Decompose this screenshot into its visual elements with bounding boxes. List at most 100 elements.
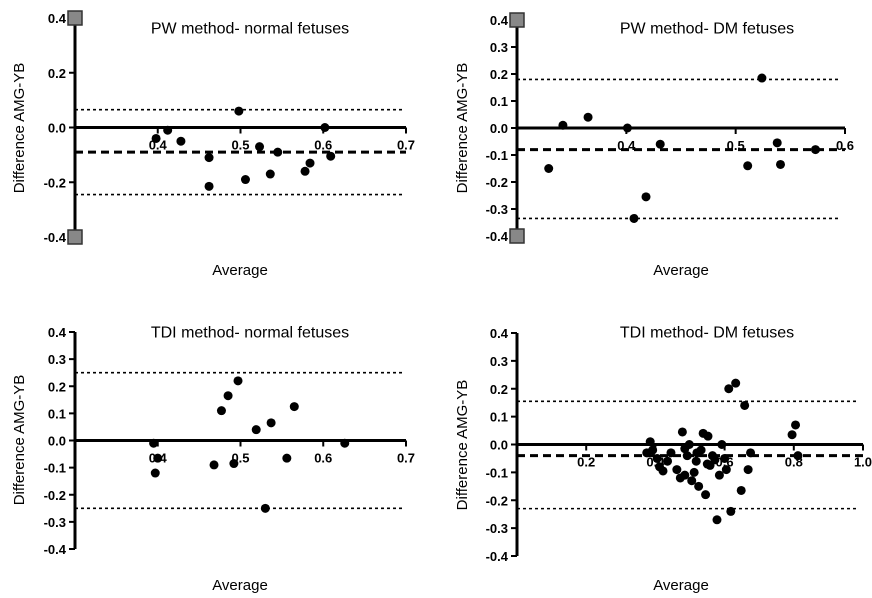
data-point [282, 453, 292, 463]
data-point [289, 402, 299, 412]
x-tick-label: 0.6 [836, 138, 854, 153]
data-point [787, 430, 797, 440]
y-tick-label: -0.4 [44, 230, 67, 245]
chart-title: PW method- normal fetuses [151, 20, 349, 37]
data-point [731, 378, 741, 388]
data-point [558, 120, 568, 130]
y-tick-label: 0.3 [490, 354, 508, 369]
data-point [300, 166, 310, 176]
y-tick-label: 0.4 [48, 325, 67, 340]
y-axis-label: Difference AMG-YB [11, 375, 28, 506]
panel-tdi-normal: TDI method- normal fetuses Average Differe… [11, 324, 415, 594]
y-tick-label: -0.3 [486, 202, 508, 217]
y-tick-label: 0.0 [48, 121, 66, 136]
y-tick-label: -0.2 [44, 488, 66, 503]
y-tick-label: -0.3 [486, 521, 508, 536]
data-point [150, 468, 160, 478]
y-tick-label: 0.4 [490, 13, 509, 28]
y-tick-label: -0.1 [44, 461, 66, 476]
data-point [682, 451, 692, 461]
y-tick-label: 0.3 [490, 40, 508, 55]
data-point [223, 391, 233, 401]
data-point [714, 470, 724, 480]
data-point [305, 158, 315, 168]
y-tick-label: 0.2 [490, 67, 508, 82]
data-point [265, 169, 275, 179]
data-point [680, 444, 690, 454]
y-tick-label: 0.0 [48, 434, 66, 449]
data-point [775, 159, 785, 169]
axis-end-marker-bottom [509, 228, 525, 244]
y-tick-label: -0.2 [486, 493, 508, 508]
data-point [743, 161, 753, 171]
y-axis-label: Difference AMG-YB [454, 380, 471, 511]
y-tick-label: 0.2 [48, 66, 66, 81]
data-point [240, 175, 250, 185]
data-point [702, 459, 712, 469]
y-tick-label: -0.3 [44, 515, 66, 530]
x-axis-label: Average [653, 262, 709, 279]
data-point [320, 123, 330, 132]
y-axis-label: Difference AMG-YB [11, 63, 28, 194]
y-tick-label: 0.1 [490, 410, 508, 425]
x-axis-label: Average [212, 577, 268, 594]
data-point [721, 465, 731, 475]
data-point [710, 455, 720, 465]
data-point [672, 465, 682, 475]
y-tick-label: 0.1 [490, 94, 508, 109]
y-tick-label: 0.2 [490, 382, 508, 397]
data-point [689, 467, 699, 477]
y-tick-label: -0.4 [486, 229, 509, 244]
data-point [746, 448, 756, 458]
data-point [712, 515, 722, 525]
data-point [163, 125, 173, 135]
x-axis-label: Average [653, 577, 709, 594]
data-point [691, 456, 701, 466]
x-tick-label: 0.2 [577, 455, 595, 470]
data-point [204, 153, 214, 163]
data-point [724, 384, 734, 394]
y-tick-label: -0.1 [486, 465, 508, 480]
data-point [151, 133, 161, 143]
data-point [641, 192, 651, 202]
data-point [740, 400, 750, 410]
data-point [720, 453, 730, 463]
data-point [266, 418, 276, 428]
data-point [255, 142, 265, 152]
data-point [810, 145, 820, 155]
y-tick-label: -0.2 [486, 175, 508, 190]
y-tick-label: 0.0 [490, 438, 508, 453]
y-tick-label: 0.3 [48, 352, 66, 367]
data-point [655, 139, 665, 149]
panel-pw-normal: PW method- normal fetuses Average Differen… [11, 10, 415, 279]
data-point [791, 420, 801, 430]
data-point [703, 431, 713, 441]
y-tick-label: 0.0 [490, 121, 508, 136]
data-point [757, 73, 767, 83]
axis-end-marker-top [67, 10, 83, 26]
x-tick-label: 0.6 [314, 138, 332, 153]
axis-end-marker-top [509, 12, 525, 28]
data-point [153, 453, 163, 463]
data-point [687, 476, 697, 486]
data-point [743, 465, 753, 475]
data-point [793, 451, 803, 461]
data-point [216, 406, 226, 416]
data-point [176, 136, 186, 146]
data-point [251, 425, 261, 435]
data-point [326, 151, 336, 161]
y-tick-label: -0.1 [486, 148, 508, 163]
data-point [736, 485, 746, 495]
axis-end-marker-bottom [67, 229, 83, 245]
x-tick-label: 0.5 [231, 138, 249, 153]
data-point [652, 453, 662, 463]
y-tick-label: 0.4 [48, 11, 67, 26]
x-tick-label: 1.0 [854, 455, 872, 470]
y-axis-label: Difference AMG-YB [454, 63, 471, 194]
data-point [260, 503, 270, 513]
data-point [648, 445, 658, 455]
chart-title: PW method- DM fetuses [620, 20, 794, 37]
x-tick-label: 0.6 [314, 451, 332, 466]
data-point [645, 437, 655, 447]
data-point [717, 440, 727, 449]
